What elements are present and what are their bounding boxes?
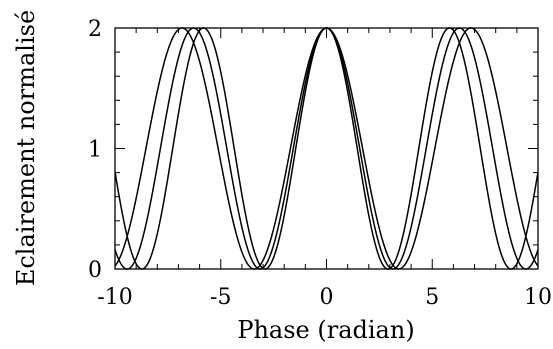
series-line-3 <box>114 27 539 270</box>
plot-frame <box>114 27 539 270</box>
x-tick-label: 0 <box>320 285 334 310</box>
x-tick-label: 10 <box>524 285 552 310</box>
y-tick-label: 1 <box>88 138 102 163</box>
y-tick-label: 0 <box>88 258 102 283</box>
series-line-1 <box>114 27 539 270</box>
y-axis-title: Eclairement normalisé <box>12 10 40 286</box>
series-line-2 <box>114 27 539 270</box>
x-tick-label: -5 <box>210 285 231 310</box>
x-axis-title: Phase (radian) <box>237 316 414 344</box>
x-tick-label: 5 <box>425 285 439 310</box>
y-tick-label: 2 <box>88 17 102 42</box>
curves-group <box>114 27 539 270</box>
tick-labels-group: -10 -5 0 5 10 0 1 2 <box>88 17 552 310</box>
ticks-group <box>114 27 539 270</box>
x-tick-label: -10 <box>97 285 132 310</box>
